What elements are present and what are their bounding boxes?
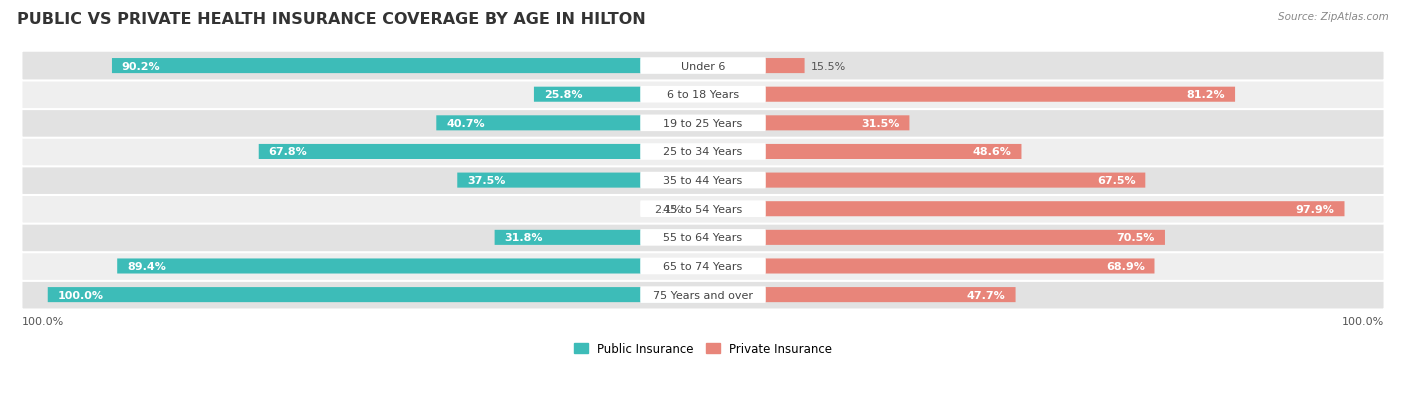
FancyBboxPatch shape bbox=[495, 230, 703, 245]
Text: 81.2%: 81.2% bbox=[1187, 90, 1225, 100]
FancyBboxPatch shape bbox=[640, 230, 766, 246]
Text: 6 to 18 Years: 6 to 18 Years bbox=[666, 90, 740, 100]
FancyBboxPatch shape bbox=[21, 166, 1385, 195]
FancyBboxPatch shape bbox=[259, 145, 703, 159]
FancyBboxPatch shape bbox=[457, 173, 703, 188]
Text: 67.8%: 67.8% bbox=[269, 147, 308, 157]
Text: Source: ZipAtlas.com: Source: ZipAtlas.com bbox=[1278, 12, 1389, 22]
Text: 31.8%: 31.8% bbox=[505, 233, 543, 243]
Text: 68.9%: 68.9% bbox=[1105, 261, 1144, 271]
FancyBboxPatch shape bbox=[640, 144, 766, 160]
FancyBboxPatch shape bbox=[21, 52, 1385, 81]
Text: 47.7%: 47.7% bbox=[967, 290, 1005, 300]
FancyBboxPatch shape bbox=[534, 88, 703, 102]
FancyBboxPatch shape bbox=[640, 87, 766, 103]
Text: 45 to 54 Years: 45 to 54 Years bbox=[664, 204, 742, 214]
FancyBboxPatch shape bbox=[703, 202, 1344, 217]
Text: 89.4%: 89.4% bbox=[127, 261, 166, 271]
Text: 15.5%: 15.5% bbox=[811, 62, 846, 71]
Text: 2.1%: 2.1% bbox=[654, 204, 683, 214]
Text: 65 to 74 Years: 65 to 74 Years bbox=[664, 261, 742, 271]
Legend: Public Insurance, Private Insurance: Public Insurance, Private Insurance bbox=[569, 337, 837, 360]
FancyBboxPatch shape bbox=[21, 195, 1385, 224]
FancyBboxPatch shape bbox=[703, 287, 1015, 302]
FancyBboxPatch shape bbox=[703, 145, 1022, 159]
Text: 35 to 44 Years: 35 to 44 Years bbox=[664, 176, 742, 186]
FancyBboxPatch shape bbox=[640, 115, 766, 132]
Text: 55 to 64 Years: 55 to 64 Years bbox=[664, 233, 742, 243]
Text: 97.9%: 97.9% bbox=[1296, 204, 1334, 214]
FancyBboxPatch shape bbox=[21, 223, 1385, 253]
FancyBboxPatch shape bbox=[21, 280, 1385, 310]
FancyBboxPatch shape bbox=[21, 252, 1385, 281]
FancyBboxPatch shape bbox=[640, 172, 766, 189]
Text: 48.6%: 48.6% bbox=[973, 147, 1012, 157]
FancyBboxPatch shape bbox=[703, 88, 1234, 102]
FancyBboxPatch shape bbox=[21, 80, 1385, 110]
Text: 100.0%: 100.0% bbox=[21, 316, 63, 326]
FancyBboxPatch shape bbox=[703, 173, 1146, 188]
FancyBboxPatch shape bbox=[640, 258, 766, 275]
FancyBboxPatch shape bbox=[640, 287, 766, 303]
Text: 37.5%: 37.5% bbox=[467, 176, 506, 186]
Text: 70.5%: 70.5% bbox=[1116, 233, 1156, 243]
Text: 19 to 25 Years: 19 to 25 Years bbox=[664, 119, 742, 128]
Text: 67.5%: 67.5% bbox=[1097, 176, 1136, 186]
FancyBboxPatch shape bbox=[640, 58, 766, 75]
Text: 90.2%: 90.2% bbox=[122, 62, 160, 71]
FancyBboxPatch shape bbox=[703, 59, 804, 74]
FancyBboxPatch shape bbox=[703, 259, 1154, 274]
FancyBboxPatch shape bbox=[21, 137, 1385, 167]
FancyBboxPatch shape bbox=[21, 109, 1385, 138]
Text: 75 Years and over: 75 Years and over bbox=[652, 290, 754, 300]
FancyBboxPatch shape bbox=[703, 230, 1166, 245]
Text: 100.0%: 100.0% bbox=[58, 290, 104, 300]
Text: 40.7%: 40.7% bbox=[446, 119, 485, 128]
FancyBboxPatch shape bbox=[48, 287, 703, 302]
Text: Under 6: Under 6 bbox=[681, 62, 725, 71]
FancyBboxPatch shape bbox=[703, 116, 910, 131]
Text: 100.0%: 100.0% bbox=[1343, 316, 1385, 326]
Text: 25.8%: 25.8% bbox=[544, 90, 582, 100]
FancyBboxPatch shape bbox=[640, 201, 766, 218]
FancyBboxPatch shape bbox=[117, 259, 703, 274]
Text: 31.5%: 31.5% bbox=[862, 119, 900, 128]
FancyBboxPatch shape bbox=[689, 202, 703, 217]
FancyBboxPatch shape bbox=[436, 116, 703, 131]
FancyBboxPatch shape bbox=[112, 59, 703, 74]
Text: PUBLIC VS PRIVATE HEALTH INSURANCE COVERAGE BY AGE IN HILTON: PUBLIC VS PRIVATE HEALTH INSURANCE COVER… bbox=[17, 12, 645, 27]
Text: 25 to 34 Years: 25 to 34 Years bbox=[664, 147, 742, 157]
